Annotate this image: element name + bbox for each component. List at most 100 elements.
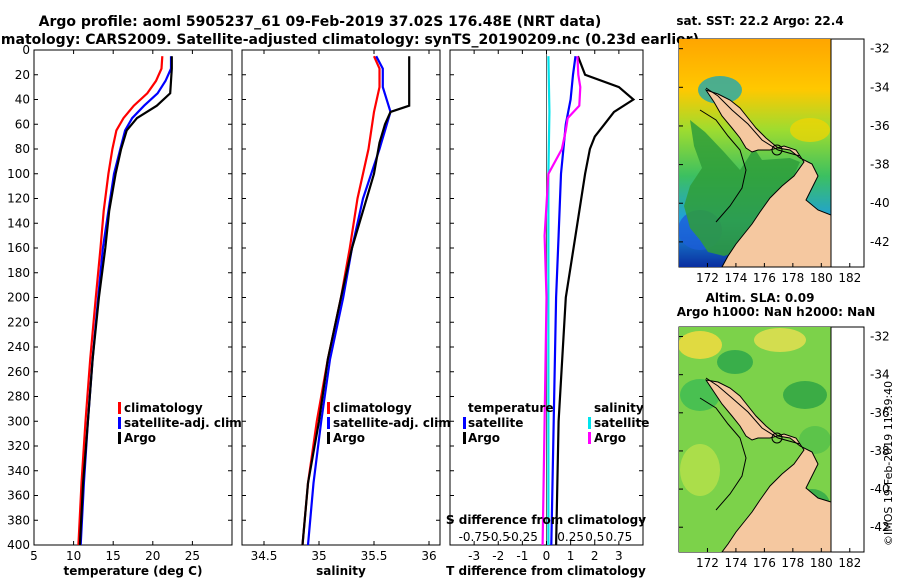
difference-xlabel: T difference from climatology — [446, 564, 646, 578]
x-tick-label: 0 — [543, 549, 551, 563]
map-x-tick-label: 182 — [838, 556, 861, 570]
x-tick-label: 1 — [567, 549, 575, 563]
map-y-tick-label: -36 — [870, 406, 890, 420]
series-line-climatology — [301, 55, 381, 546]
y-tick-label: 140 — [7, 216, 30, 230]
legend-swatch-t-satellite — [463, 417, 466, 429]
y-tick-label: 280 — [7, 390, 30, 404]
y-tick-label: 200 — [7, 291, 30, 305]
s-diff-tick-label: 0.5 — [585, 530, 604, 544]
new-zealand-land-2 — [699, 377, 831, 552]
x-tick-label: -3 — [468, 549, 480, 563]
y-tick-label: 400 — [7, 538, 30, 552]
y-tick-label: 100 — [7, 167, 30, 181]
sla-map-title2: Argo h1000: NaN h2000: NaN — [677, 305, 876, 319]
x-tick-label: -2 — [492, 549, 504, 563]
legend-swatch-climatology — [327, 402, 330, 414]
map-y-tick-label: -40 — [870, 482, 890, 496]
legend-label-climatology: climatology — [124, 401, 203, 415]
series-line-s-argo — [541, 56, 582, 546]
x-tick-label: 5 — [30, 549, 38, 563]
x-tick-label: 35 — [311, 549, 326, 563]
map-y-tick-label: -38 — [870, 444, 890, 458]
series-line-argo — [78, 56, 173, 546]
temperature-xlabel: temperature (deg C) — [64, 564, 203, 578]
legend-label-s-argo: Argo — [594, 431, 626, 445]
s-diff-tick-label: -0.25 — [507, 530, 538, 544]
legend-swatch-argo — [327, 432, 330, 444]
x-tick-label: 15 — [106, 549, 121, 563]
argo-location-marker-2 — [771, 432, 783, 444]
map-y-tick-label: -32 — [870, 330, 890, 344]
salinity-panel: 34.5 35 35.5 36 climatology satellite-adj. … — [241, 49, 455, 578]
sla-map-panel: Altim. SLA: 0.09 Argo h1000: NaN h2000: … — [677, 291, 890, 570]
y-tick-label: 320 — [7, 439, 30, 453]
s-diff-tick-label: 0.75 — [606, 530, 633, 544]
map-x-tick-label: 178 — [781, 271, 804, 285]
legend-swatch-satellite — [118, 417, 121, 429]
legend-swatch-s-argo — [588, 432, 591, 444]
legend-swatch-climatology — [118, 402, 121, 414]
legend-swatch-s-satellite — [588, 417, 591, 429]
s-diff-tick-label: -0.5 — [487, 530, 510, 544]
timestamp-stamp: ©IMOS 19-Feb-2019 11:39:40 — [882, 381, 895, 546]
y-tick-label: 160 — [7, 241, 30, 255]
difference-xlabel-top: S difference from climatology — [446, 513, 646, 527]
series-line-t-satellite — [550, 56, 577, 546]
map-y-tick-label: -32 — [870, 42, 890, 56]
temperature-panel: 0 20 40 60 80 100 120 140 160 180 200 220 240 260 280 3… — [7, 43, 246, 578]
map-x-tick-label: 172 — [696, 271, 719, 285]
x-tick-label: 36 — [421, 549, 436, 563]
title-line1: Argo profile: aoml 5905237_61 09-Feb-201… — [39, 14, 602, 30]
series-line-s-satellite — [547, 56, 551, 545]
legend-title-salinity: salinity — [594, 401, 644, 415]
sla-map-title1: Altim. SLA: 0.09 — [706, 291, 815, 305]
y-tick-label: 180 — [7, 266, 30, 280]
y-tick-label: 60 — [15, 117, 30, 131]
y-tick-label: 380 — [7, 513, 30, 527]
temperature-legend: climatology satellite-adj. clim. Argo — [118, 401, 246, 445]
x-tick-label: 3 — [615, 549, 623, 563]
map-y-tick-label: -38 — [870, 158, 890, 172]
x-tick-label: 25 — [185, 549, 200, 563]
series-line-t-argo — [555, 55, 636, 546]
s-diff-tick-label: -0.75 — [459, 530, 490, 544]
legend-label-argo: Argo — [124, 431, 156, 445]
y-tick-label: 20 — [15, 68, 30, 82]
legend-label-s-satellite: satellite — [594, 416, 649, 430]
x-tick-label: 34.5 — [251, 549, 278, 563]
x-tick-label: -1 — [516, 549, 528, 563]
series-line-climatology — [77, 56, 164, 546]
map-y-tick-label: -42 — [870, 235, 890, 249]
argo-location-marker — [771, 144, 783, 156]
x-tick-label: 20 — [145, 549, 160, 563]
map-y-tick-label: -42 — [870, 520, 890, 534]
legend-swatch-t-argo — [463, 432, 466, 444]
map-x-tick-label: 174 — [724, 556, 747, 570]
y-tick-label: 340 — [7, 464, 30, 478]
new-zealand-land — [699, 87, 831, 267]
map-x-tick-label: 182 — [838, 271, 861, 285]
y-tick-label: 260 — [7, 365, 30, 379]
y-tick-label: 300 — [7, 414, 30, 428]
series-line-argo — [301, 56, 411, 546]
legend-swatch-argo — [118, 432, 121, 444]
legend-title-temperature: temperature — [468, 401, 553, 415]
x-tick-label: 10 — [66, 549, 81, 563]
map-y-tick-label: -36 — [870, 119, 890, 133]
title-line2: Climatology: CARS2009. Satellite-adjuste… — [0, 32, 699, 48]
y-tick-label: 240 — [7, 340, 30, 354]
y-tick-label: 360 — [7, 489, 30, 503]
map-x-tick-label: 180 — [810, 556, 833, 570]
s-diff-tick-label: 0.25 — [557, 530, 584, 544]
map-x-tick-label: 180 — [810, 271, 833, 285]
difference-legend: temperature satellite Argo salinity sate… — [463, 401, 649, 445]
map-y-tick-label: -34 — [870, 368, 890, 382]
map-y-tick-label: -40 — [870, 196, 890, 210]
y-tick-label: 220 — [7, 315, 30, 329]
map-x-tick-label: 172 — [696, 556, 719, 570]
legend-label-t-argo: Argo — [468, 431, 500, 445]
y-tick-label: 0 — [22, 43, 30, 57]
legend-swatch-satellite — [327, 417, 330, 429]
